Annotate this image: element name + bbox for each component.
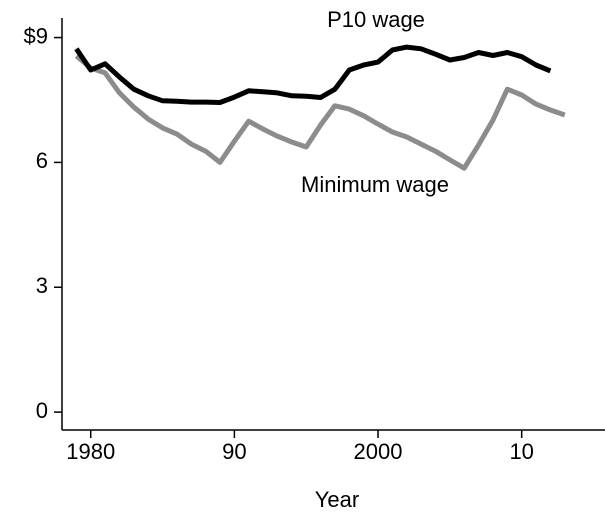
series-line <box>74 44 552 105</box>
x-axis-label: Year <box>315 487 359 512</box>
x-tick-label: 1980 <box>66 439 115 464</box>
y-tick-label: 0 <box>36 398 48 423</box>
x-tick-label: 10 <box>509 439 533 464</box>
series-label: P10 wage <box>327 7 425 32</box>
y-tick-label: $9 <box>24 23 48 48</box>
y-tick-label: 3 <box>36 273 48 298</box>
x-tick-label: 90 <box>222 439 246 464</box>
series-label: Minimum wage <box>301 172 449 197</box>
y-tick-label: 6 <box>36 148 48 173</box>
series-line <box>74 53 566 171</box>
x-tick-label: 2000 <box>354 439 403 464</box>
